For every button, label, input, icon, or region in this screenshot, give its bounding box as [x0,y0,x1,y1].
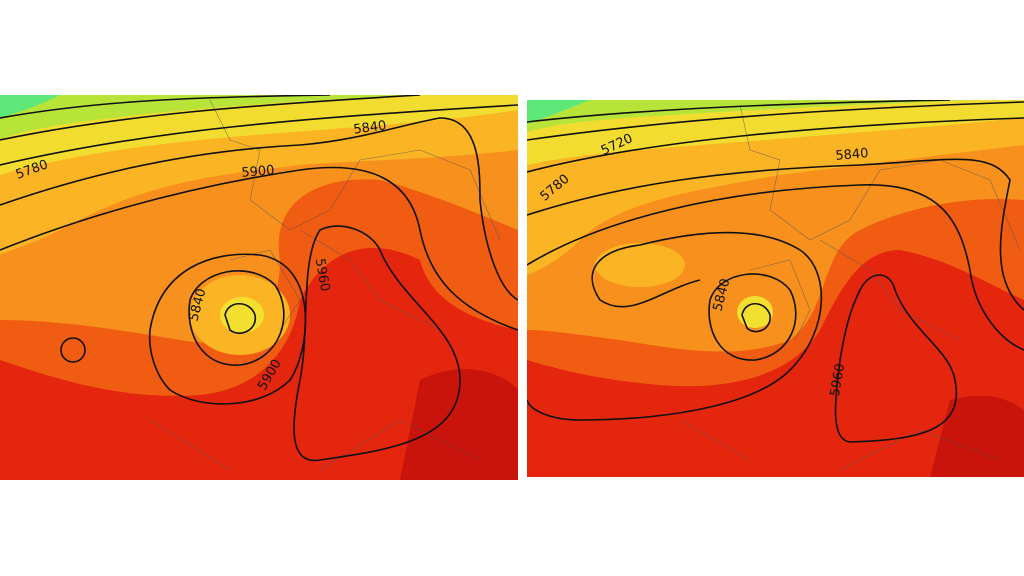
contour-label: 5900 [241,163,275,181]
contour-label: 5960 [312,257,333,292]
contour-label: 5840 [835,146,869,164]
right-map-panel: 5780 5720 5840 5840 5960 [527,100,1024,477]
contour-label: 5960 [828,362,849,397]
contour-label: 5840 [353,118,388,137]
left-map-panel: 5780 5900 5840 5840 5900 5960 [0,95,518,480]
